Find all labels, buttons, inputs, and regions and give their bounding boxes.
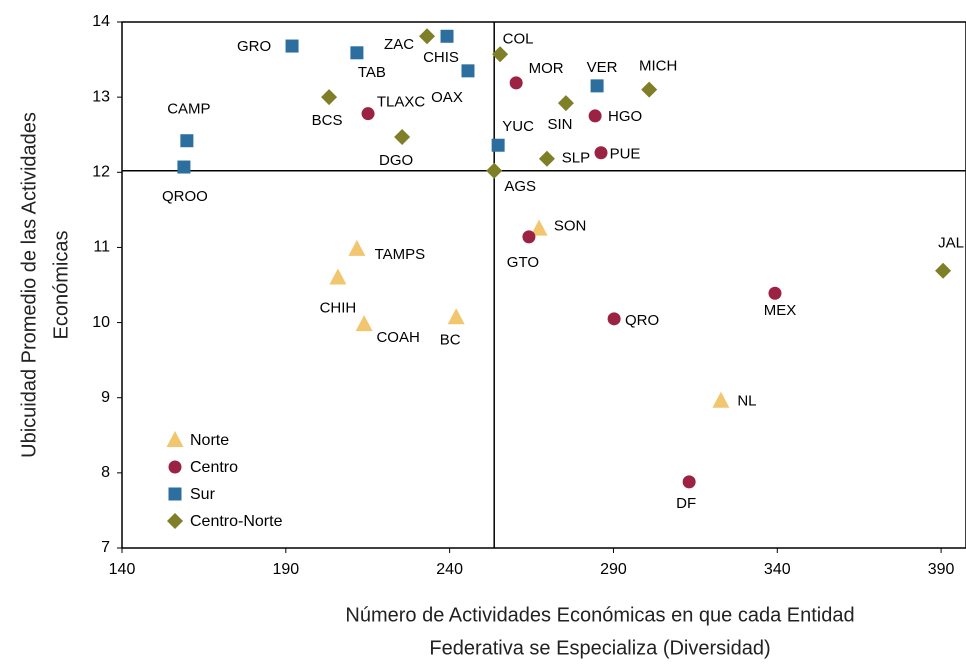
point [348, 239, 366, 256]
point [557, 95, 574, 112]
y-axis-label: Económicas [50, 231, 72, 340]
x-tick-label: 290 [600, 561, 627, 578]
point-label: TAB [358, 64, 386, 81]
point-label: QROO [162, 188, 208, 205]
point [935, 262, 952, 279]
point [594, 146, 608, 160]
plot-area [121, 21, 966, 549]
x-tick-label: 340 [764, 561, 791, 578]
point-label: GTO [507, 254, 539, 271]
point-label: AGS [504, 178, 536, 195]
y-tick-label: 11 [93, 239, 110, 256]
legend-marker [168, 487, 182, 501]
point-label: CHIS [423, 49, 459, 66]
point-label: CHIH [320, 299, 357, 316]
legend-marker [166, 431, 184, 447]
point [682, 475, 696, 489]
point-label: MICH [639, 58, 677, 75]
point-label: SLP [562, 150, 590, 167]
legend-marker [167, 513, 183, 529]
point-label: TLAXC [377, 94, 426, 111]
x-axis-label: Federativa se Especializa (Diversidad) [429, 637, 770, 659]
legend-label: Centro [190, 459, 238, 476]
point [492, 46, 509, 63]
point [329, 268, 347, 285]
point [486, 162, 503, 179]
legend-label: Sur [190, 486, 216, 503]
y-axis-label: Ubicuidad Promedio de las Actividades [18, 112, 40, 458]
x-tick-label: 190 [272, 561, 299, 578]
point [440, 29, 454, 43]
point [321, 89, 338, 106]
point-label: TAMPS [375, 246, 426, 263]
point-label: BC [440, 331, 461, 348]
point-label: ZAC [384, 36, 414, 53]
point-label: DF [676, 495, 696, 512]
y-tick-label: 8 [101, 464, 110, 481]
point-label: JAL [938, 235, 964, 252]
legend-label: Centro-Norte [190, 513, 283, 530]
point [641, 81, 658, 98]
x-tick-label: 140 [109, 561, 136, 578]
point [509, 76, 523, 90]
point [361, 107, 375, 121]
point-label: SON [554, 218, 587, 235]
point-label: CAMP [167, 101, 210, 118]
y-tick-label: 7 [101, 539, 110, 556]
point [394, 128, 411, 145]
y-tick-label: 10 [92, 314, 110, 331]
point [530, 219, 548, 236]
x-tick-label: 240 [436, 561, 463, 578]
point [538, 150, 555, 167]
point [522, 230, 536, 244]
point [285, 39, 299, 53]
point [350, 46, 364, 60]
legend-label: Norte [190, 432, 229, 449]
point-label: QRO [625, 312, 659, 329]
point [712, 391, 730, 408]
point [607, 312, 621, 326]
point-label: NL [737, 393, 756, 410]
y-tick-label: 14 [92, 13, 110, 30]
point-label: DGO [379, 152, 413, 169]
point-label: BCS [312, 112, 343, 129]
point-label: MOR [529, 60, 564, 77]
point-label: VER [587, 59, 618, 76]
point [447, 308, 465, 325]
point [355, 315, 373, 332]
point-label: COL [503, 30, 534, 47]
y-tick-label: 13 [92, 88, 110, 105]
point [590, 79, 604, 93]
point-label: HGO [608, 108, 642, 125]
point-label: PUE [610, 146, 641, 163]
point-label: SIN [547, 116, 572, 133]
point-label: MEX [764, 302, 797, 319]
y-tick-label: 9 [101, 389, 110, 406]
point [180, 134, 194, 148]
point-label: GRO [237, 38, 271, 55]
point [461, 64, 475, 78]
point [177, 160, 191, 174]
point [768, 286, 782, 300]
point [491, 138, 505, 152]
y-tick-label: 12 [92, 164, 110, 181]
legend-marker [168, 460, 182, 474]
x-tick-label: 390 [928, 561, 955, 578]
x-axis-label: Número de Actividades Económicas en que … [345, 604, 854, 626]
point-label: OAX [431, 89, 463, 106]
point [419, 28, 436, 45]
point-label: YUC [502, 118, 534, 135]
point-label: COAH [376, 329, 419, 346]
point [588, 109, 602, 123]
